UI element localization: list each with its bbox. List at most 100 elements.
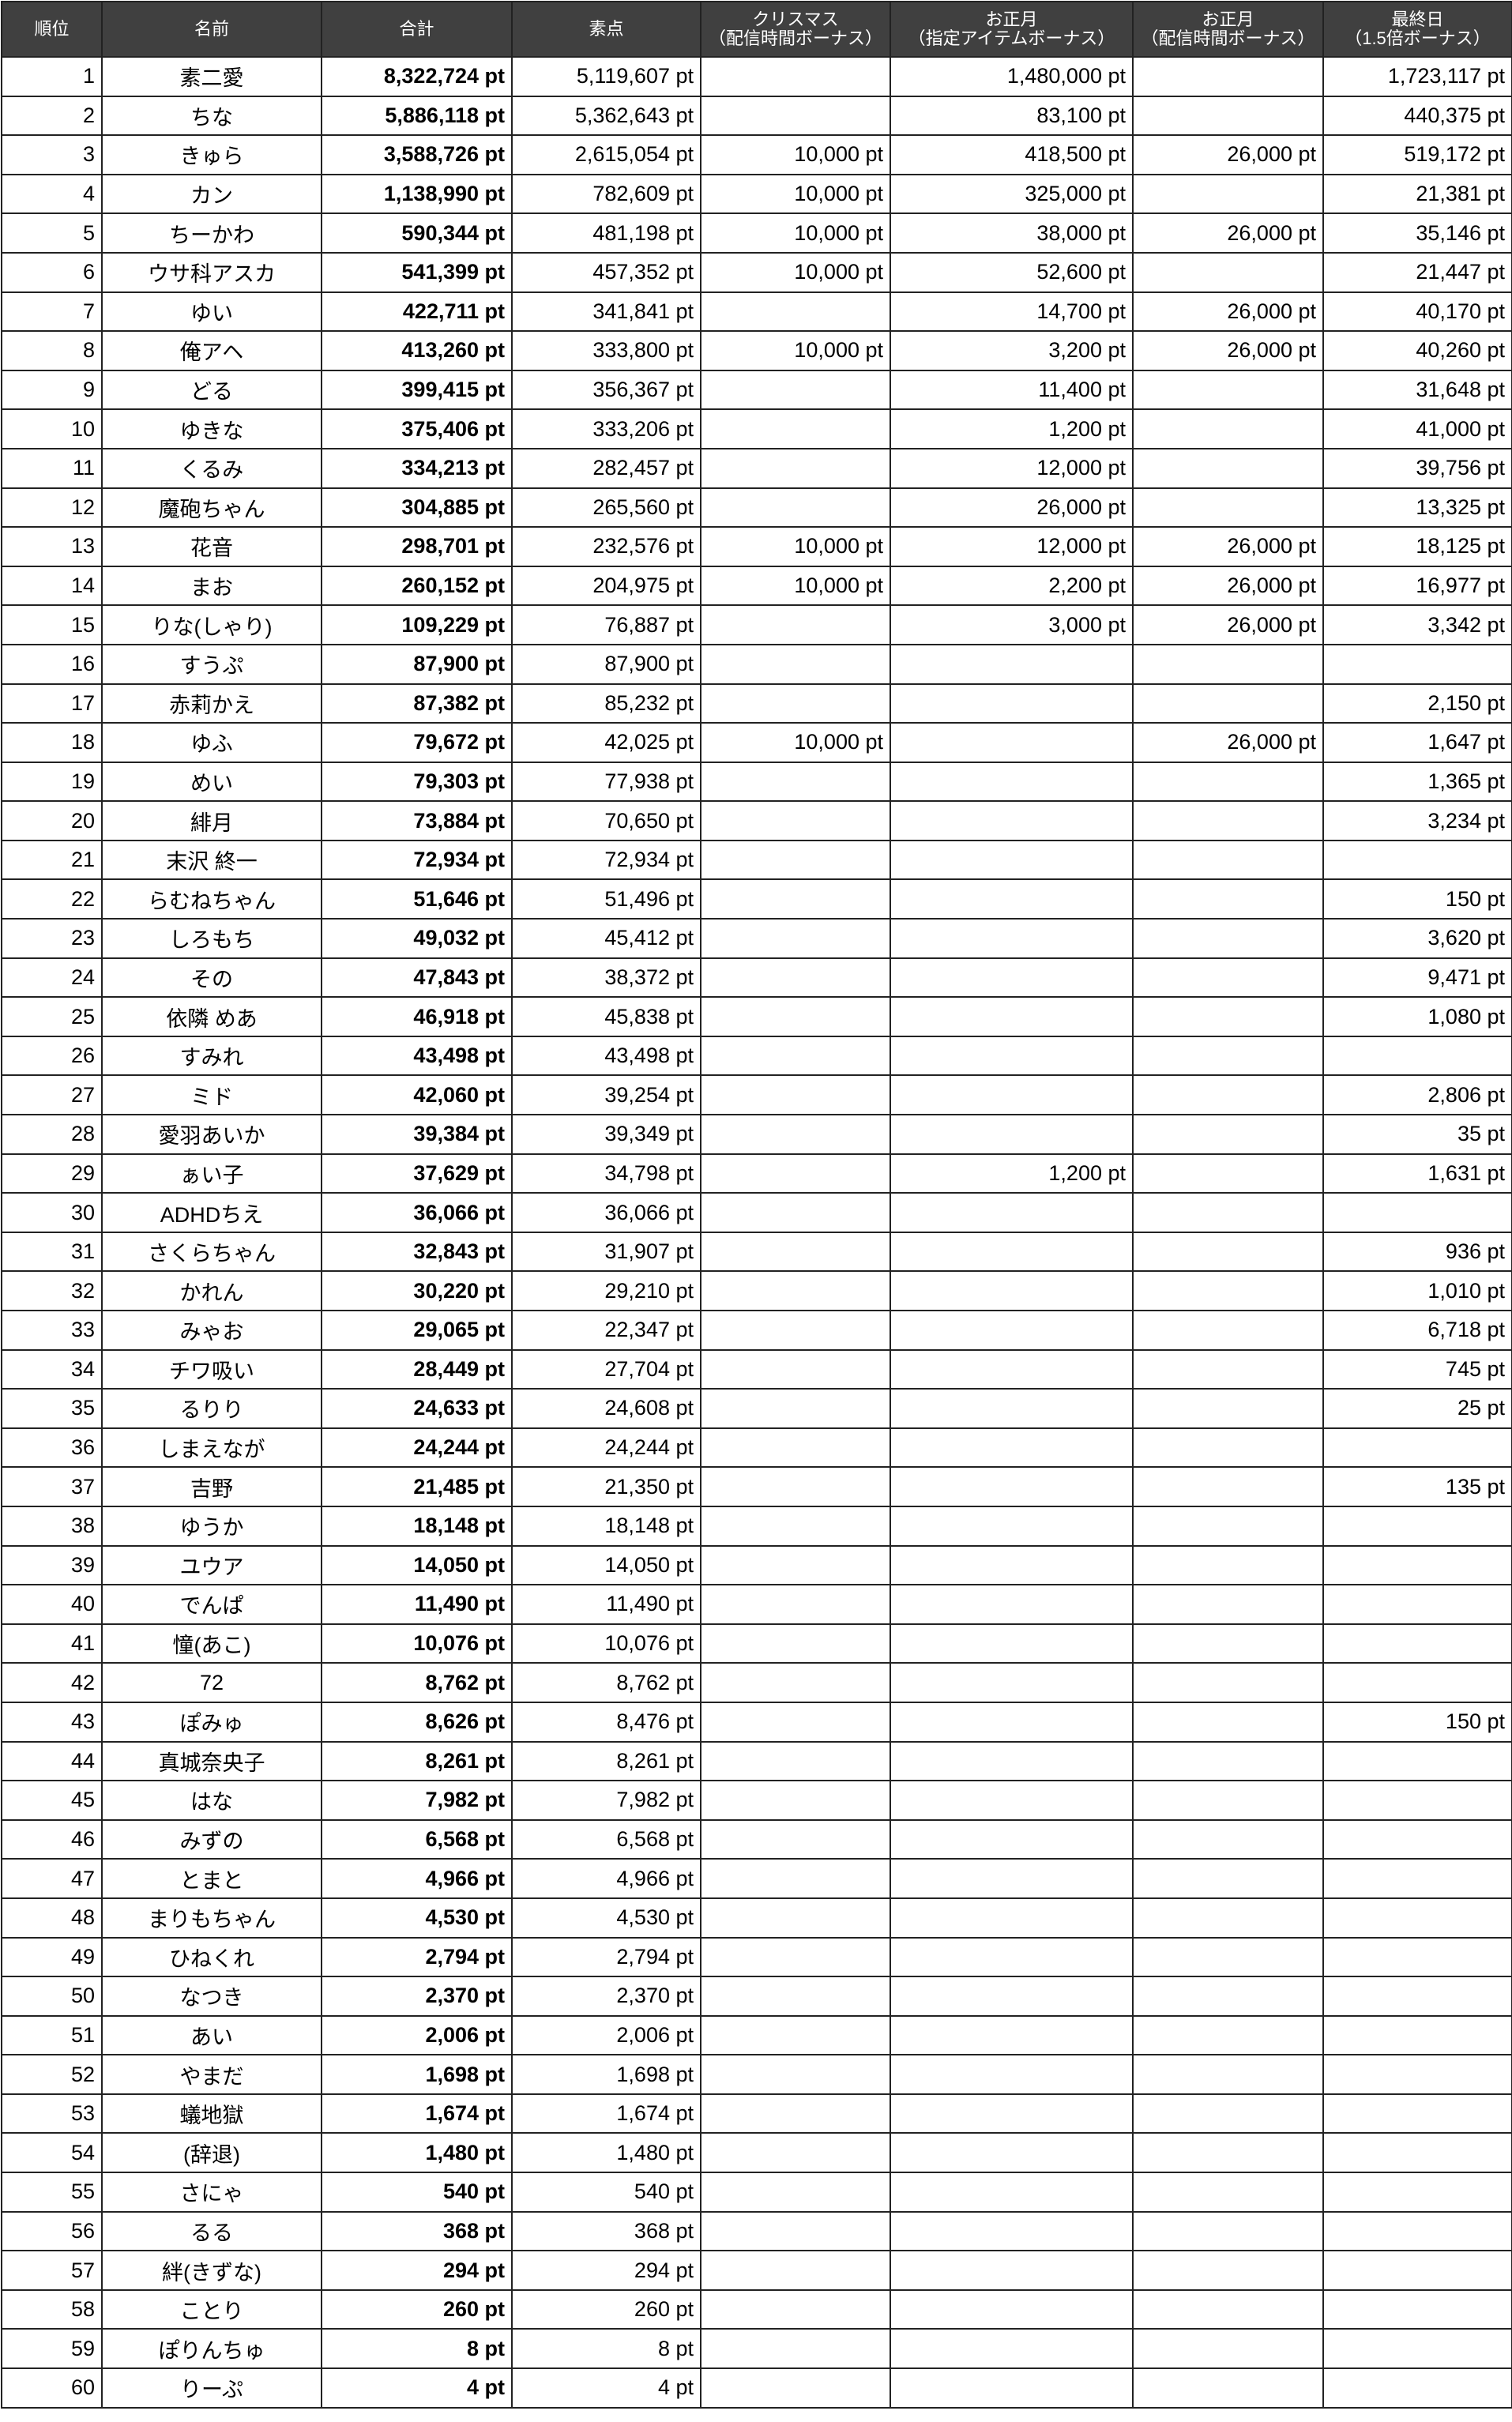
cell-christmas-bonus <box>700 2054 891 2095</box>
cell-newyear-item-bonus <box>890 878 1134 920</box>
cell-christmas-bonus: 10,000 pt <box>700 526 891 567</box>
cell-raw-score: 333,800 pt <box>511 330 701 371</box>
cell-raw-score: 14,050 pt <box>511 1544 701 1586</box>
cell-newyear-stream-bonus <box>1132 2054 1324 2095</box>
cell-name: すみれ <box>101 1035 322 1077</box>
table-row: 36 しまえなが 24,244 pt 24,244 pt <box>1 1427 1512 1469</box>
cell-newyear-stream-bonus <box>1132 1035 1324 1077</box>
cell-name: ひねくれ <box>101 1936 322 1978</box>
cell-christmas-bonus <box>700 487 891 528</box>
cell-christmas-bonus: 10,000 pt <box>700 212 891 254</box>
cell-rank: 27 <box>1 1074 103 1116</box>
cell-final-day-bonus <box>1322 2014 1512 2056</box>
cell-total: 5,886,118 pt <box>321 95 513 137</box>
cell-name: ゆい <box>101 291 322 333</box>
cell-name: はな <box>101 1780 322 1821</box>
cell-christmas-bonus <box>700 408 891 449</box>
cell-name: さくらちゃん <box>101 1231 322 1273</box>
table-row: 57 絆(きずな) 294 pt 294 pt <box>1 2250 1512 2291</box>
cell-christmas-bonus: 10,000 pt <box>700 134 891 175</box>
cell-name: 魔砲ちゃん <box>101 487 322 528</box>
cell-newyear-stream-bonus <box>1132 1310 1324 1351</box>
cell-total: 298,701 pt <box>321 526 513 567</box>
cell-total: 8,762 pt <box>321 1662 513 1703</box>
cell-final-day-bonus: 1,723,117 pt <box>1322 56 1512 97</box>
cell-newyear-item-bonus <box>890 996 1134 1037</box>
cell-newyear-stream-bonus: 26,000 pt <box>1132 565 1324 607</box>
table-row: 42 72 8,762 pt 8,762 pt <box>1 1662 1512 1703</box>
cell-christmas-bonus <box>700 1427 891 1469</box>
cell-christmas-bonus <box>700 1114 891 1155</box>
header-sublabel: （配信時間ボーナス） <box>1141 28 1315 48</box>
cell-christmas-bonus <box>700 1035 891 1077</box>
cell-total: 413,260 pt <box>321 330 513 371</box>
cell-newyear-stream-bonus <box>1132 1623 1324 1664</box>
cell-newyear-stream-bonus <box>1132 1936 1324 1978</box>
cell-final-day-bonus: 2,806 pt <box>1322 1074 1512 1116</box>
header-christmas-bonus: クリスマス （配信時間ボーナス） <box>700 1 891 58</box>
cell-name: ゆうか <box>101 1505 322 1547</box>
cell-newyear-item-bonus <box>890 2093 1134 2134</box>
cell-newyear-stream-bonus <box>1132 408 1324 449</box>
cell-final-day-bonus: 9,471 pt <box>1322 957 1512 999</box>
cell-raw-score: 21,350 pt <box>511 1466 701 1507</box>
table-row: 43 ぽみゅ 8,626 pt 8,476 pt 150 pt <box>1 1701 1512 1743</box>
cell-christmas-bonus <box>700 56 891 97</box>
cell-rank: 60 <box>1 2367 103 2409</box>
table-row: 19 めい 79,303 pt 77,938 pt 1,365 pt <box>1 761 1512 803</box>
cell-newyear-item-bonus <box>890 2367 1134 2409</box>
cell-raw-score: 7,982 pt <box>511 1780 701 1821</box>
cell-rank: 16 <box>1 643 103 685</box>
cell-christmas-bonus <box>700 1074 891 1116</box>
cell-newyear-stream-bonus <box>1132 1270 1324 1311</box>
cell-total: 8,626 pt <box>321 1701 513 1743</box>
cell-final-day-bonus: 1,647 pt <box>1322 722 1512 763</box>
cell-final-day-bonus <box>1322 1623 1512 1664</box>
cell-final-day-bonus: 40,170 pt <box>1322 291 1512 333</box>
cell-raw-score: 24,608 pt <box>511 1388 701 1429</box>
cell-newyear-stream-bonus <box>1132 1153 1324 1194</box>
cell-name: めい <box>101 761 322 803</box>
cell-name: ウサ科アスカ <box>101 251 322 293</box>
cell-name: くるみ <box>101 447 322 489</box>
cell-raw-score: 39,254 pt <box>511 1074 701 1116</box>
cell-rank: 44 <box>1 1740 103 1782</box>
cell-newyear-stream-bonus: 26,000 pt <box>1132 212 1324 254</box>
cell-newyear-stream-bonus <box>1132 2210 1324 2252</box>
cell-name: 憧(あこ) <box>101 1623 322 1664</box>
table-row: 33 みゃお 29,065 pt 22,347 pt 6,718 pt <box>1 1310 1512 1351</box>
cell-raw-score: 2,615,054 pt <box>511 134 701 175</box>
cell-raw-score: 85,232 pt <box>511 683 701 724</box>
cell-total: 260 pt <box>321 2288 513 2330</box>
cell-final-day-bonus <box>1322 2328 1512 2370</box>
cell-name: ゆきな <box>101 408 322 449</box>
cell-name: やまだ <box>101 2054 322 2095</box>
table-row: 54 (辞退) 1,480 pt 1,480 pt <box>1 2132 1512 2174</box>
table-row: 18 ゆふ 79,672 pt 42,025 pt 10,000 pt 26,000 pt… <box>1 722 1512 763</box>
table-row: 13 花音 298,701 pt 232,576 pt 10,000 pt 12,000 … <box>1 526 1512 567</box>
cell-christmas-bonus <box>700 1231 891 1273</box>
cell-newyear-item-bonus: 1,480,000 pt <box>890 56 1134 97</box>
cell-newyear-item-bonus <box>890 2210 1134 2252</box>
cell-final-day-bonus <box>1322 643 1512 685</box>
cell-name: なつき <box>101 1976 322 2017</box>
cell-total: 8 pt <box>321 2328 513 2370</box>
cell-newyear-item-bonus <box>890 761 1134 803</box>
cell-christmas-bonus <box>700 2210 891 2252</box>
cell-name: 依隣 めあ <box>101 996 322 1037</box>
cell-name: 72 <box>101 1662 322 1703</box>
cell-rank: 28 <box>1 1114 103 1155</box>
cell-final-day-bonus <box>1322 2132 1512 2174</box>
table-row: 48 まりもちゃん 4,530 pt 4,530 pt <box>1 1897 1512 1939</box>
table-row: 3 きゅら 3,588,726 pt 2,615,054 pt 10,000 pt 418… <box>1 134 1512 175</box>
cell-newyear-stream-bonus: 26,000 pt <box>1132 526 1324 567</box>
table-row: 58 ことり 260 pt 260 pt <box>1 2288 1512 2330</box>
cell-christmas-bonus <box>700 2328 891 2370</box>
cell-raw-score: 24,244 pt <box>511 1427 701 1469</box>
cell-name: ゆふ <box>101 722 322 763</box>
cell-raw-score: 70,650 pt <box>511 800 701 841</box>
cell-final-day-bonus <box>1322 2367 1512 2409</box>
cell-newyear-item-bonus <box>890 800 1134 841</box>
cell-rank: 14 <box>1 565 103 607</box>
cell-final-day-bonus <box>1322 1818 1512 1860</box>
